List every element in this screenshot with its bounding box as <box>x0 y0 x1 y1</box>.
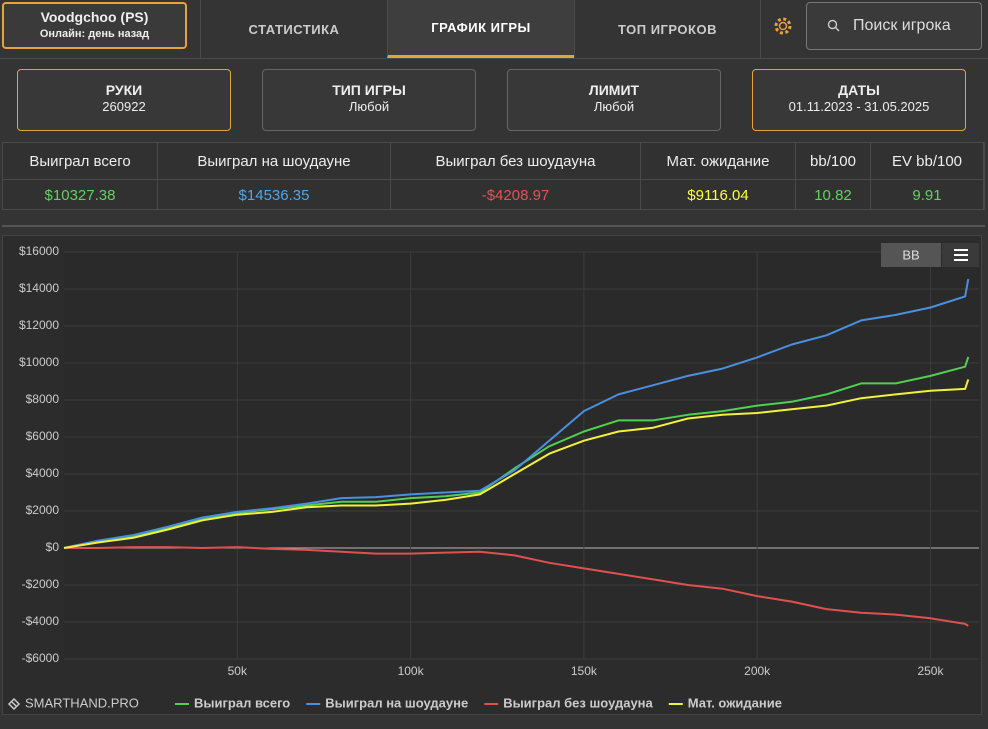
filter-value: Любой <box>593 99 635 114</box>
filter-card[interactable]: РУКИ 260922 <box>17 69 231 131</box>
filter-title: ДАТЫ <box>838 82 880 98</box>
tab[interactable]: СТАТИСТИКА <box>200 0 387 58</box>
y-tick-label: $0 <box>46 540 60 554</box>
filter-value: Любой <box>348 99 390 114</box>
y-tick-label: $8000 <box>26 392 60 406</box>
x-tick-label: 250k <box>917 664 944 678</box>
tab-active[interactable]: ГРАФИК ИГРЫ <box>387 0 574 58</box>
player-name: Voodgchoo (PS) <box>40 9 149 25</box>
grid <box>64 251 979 660</box>
y-tick-label: $2000 <box>26 503 60 517</box>
series-line <box>63 379 970 549</box>
legend-label: Выиграл на шоудауне <box>325 695 468 710</box>
logo-icon <box>7 697 21 711</box>
table-header: Выиграл всего <box>3 143 158 179</box>
table-value: $10327.38 <box>3 179 158 210</box>
settings-icon[interactable] <box>772 15 794 37</box>
bb-toggle[interactable] <box>881 243 941 267</box>
search-icon <box>827 19 840 32</box>
series-line <box>64 546 969 627</box>
y-tick-label: $10000 <box>19 355 59 369</box>
x-tick-label: 150k <box>571 664 598 678</box>
y-tick-label: -$4000 <box>22 614 60 628</box>
series-line <box>63 278 970 549</box>
divider <box>2 225 985 227</box>
table-value: 10.82 <box>796 179 871 210</box>
divider <box>0 58 988 59</box>
y-tick-label: -$2000 <box>22 577 60 591</box>
filter-card[interactable]: ДАТЫ 01.11.2023 - 31.05.2025 <box>752 69 966 131</box>
y-tick-label: -$6000 <box>22 651 60 665</box>
table-value: $14536.35 <box>158 179 391 210</box>
bb-toggle-label: BB <box>902 247 919 262</box>
menu-icon <box>954 249 968 261</box>
search-placeholder: Поиск игрока <box>853 17 951 34</box>
filter-title: РУКИ <box>105 82 143 98</box>
x-tick-label: 100k <box>398 664 425 678</box>
player-box[interactable]: Voodgchoo (PS) Онлайн: день назад <box>2 2 187 49</box>
table-header: bb/100 <box>796 143 871 179</box>
legend-label: Выиграл без шоудауна <box>503 695 653 710</box>
tab[interactable]: ТОП ИГРОКОВ <box>574 0 761 58</box>
table-value: $9116.04 <box>641 179 796 210</box>
x-tick-label: 50k <box>228 664 248 678</box>
player-status: Онлайн: день назад <box>39 28 150 40</box>
y-tick-label: $4000 <box>26 466 60 480</box>
legend-label: Мат. ожидание <box>688 695 782 710</box>
chart-panel: BB SMARTHAND.PRO -$6000 -$4000 -$2000 $0 $20… <box>2 235 982 715</box>
filter-value: 260922 <box>102 99 146 114</box>
legend-label: Выиграл всего <box>194 695 290 710</box>
search-box[interactable]: Поиск игрока <box>806 2 982 50</box>
table-header: Выиграл на шоудауне <box>158 143 391 179</box>
y-tick-label: $16000 <box>19 244 59 258</box>
table-header: EV bb/100 <box>871 143 984 179</box>
x-tick-label: 200k <box>744 664 771 678</box>
chart: BB SMARTHAND.PRO -$6000 -$4000 -$2000 $0 $20… <box>7 243 979 711</box>
filter-card[interactable]: ЛИМИТ Любой <box>507 69 721 131</box>
plot-area <box>64 252 979 659</box>
y-tick-label: $14000 <box>19 281 59 295</box>
watermark: SMARTHAND.PRO <box>25 695 139 710</box>
table-value: -$4208.97 <box>391 179 641 210</box>
y-tick-label: $6000 <box>26 429 60 443</box>
filter-title: ЛИМИТ <box>588 82 640 98</box>
y-tick-label: $12000 <box>19 318 59 332</box>
table-header: Выиграл без шоудауна <box>391 143 641 179</box>
stats-table: Выиграл всего $10327.38 Выиграл на шоудаун… <box>2 142 985 210</box>
table-value: 9.91 <box>871 179 984 210</box>
filter-value: 01.11.2023 - 31.05.2025 <box>788 99 930 114</box>
filter-card[interactable]: ТИП ИГРЫ Любой <box>262 69 476 131</box>
table-header: Мат. ожидание <box>641 143 796 179</box>
filter-title: ТИП ИГРЫ <box>332 82 406 98</box>
